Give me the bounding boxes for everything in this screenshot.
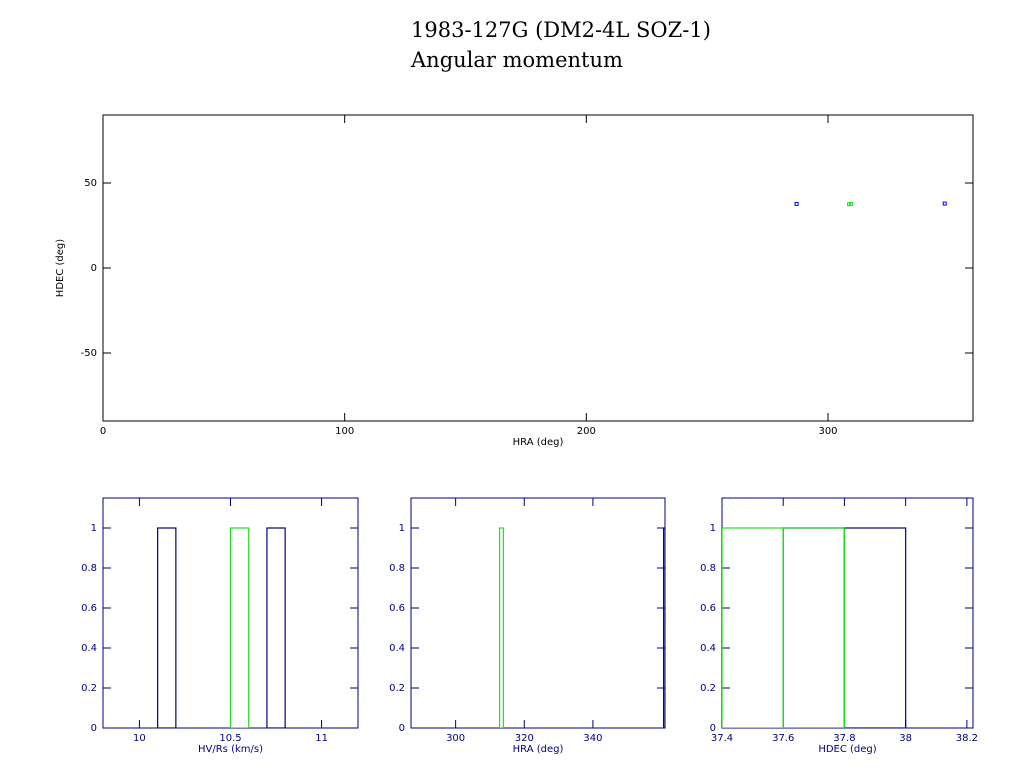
x-axis-label: HRA (deg) [513, 744, 564, 755]
chart-title: 1983-127G (DM2-4L SOZ-1) [411, 18, 711, 42]
point [848, 201, 853, 206]
y-tick-label: 0.2 [389, 683, 405, 694]
x-tick-label: 38 [899, 733, 912, 744]
hist-bar [157, 527, 177, 728]
y-tick-label: 0 [399, 723, 405, 734]
plot-area [157, 527, 286, 728]
x-tick-label: 38.2 [956, 733, 978, 744]
x-tick-label: 10 [133, 733, 146, 744]
x-tick-label: 11 [315, 733, 328, 744]
y-tick-label: 0 [91, 723, 97, 734]
hist-bar [498, 527, 504, 728]
x-tick-label: 300 [446, 733, 465, 744]
y-axis-label: HDEC (deg) [55, 239, 66, 297]
y-tick-label: 0.8 [700, 563, 716, 574]
x-axis-label: HV/Rs (km/s) [198, 744, 263, 755]
y-tick-label: 0 [710, 723, 716, 734]
point [794, 201, 799, 206]
x-tick-label: 37.8 [833, 733, 855, 744]
x-tick-label: 300 [818, 426, 837, 437]
y-tick-label: 0.6 [389, 603, 405, 614]
hist-bar [782, 527, 846, 728]
y-tick-label: 0.4 [389, 643, 405, 654]
x-tick-label: 100 [335, 426, 354, 437]
x-tick-label: 320 [515, 733, 534, 744]
plot-frame [102, 114, 974, 422]
y-tick-label: 1 [710, 523, 716, 534]
x-tick-label: 340 [583, 733, 602, 744]
x-axis-label: HRA (deg) [513, 437, 564, 448]
y-tick-label: 0.8 [389, 563, 405, 574]
y-tick-label: 1 [91, 523, 97, 534]
plot-area [794, 201, 947, 207]
point [942, 201, 947, 206]
y-tick-label: 0.4 [700, 643, 716, 654]
hist-bar [782, 527, 846, 728]
y-tick-label: 0.2 [81, 683, 97, 694]
chart-subtitle: Angular momentum [410, 48, 623, 72]
x-tick-label: 0 [100, 426, 106, 437]
x-tick-label: 10.5 [219, 733, 241, 744]
y-tick-label: 0.6 [700, 603, 716, 614]
y-tick-label: 0.2 [700, 683, 716, 694]
y-tick-label: 1 [399, 523, 405, 534]
y-tick-label: 0.6 [81, 603, 97, 614]
hist-bar [229, 527, 250, 728]
x-tick-label: 37.4 [711, 733, 733, 744]
hist-bar [843, 527, 907, 728]
y-tick-label: -50 [81, 348, 97, 359]
x-tick-label: 200 [577, 426, 596, 437]
y-tick-label: 0 [91, 263, 97, 274]
plot-frame [410, 497, 666, 729]
hist-bar [663, 527, 665, 728]
plot-frame [721, 497, 974, 729]
hist-bar [266, 527, 286, 728]
y-tick-label: 50 [84, 178, 97, 189]
x-axis-label: HDEC (deg) [818, 744, 876, 755]
y-tick-label: 0.8 [81, 563, 97, 574]
plot-area [498, 527, 665, 728]
hist-bar [722, 527, 784, 728]
plot-area [722, 527, 907, 728]
x-tick-label: 37.6 [772, 733, 794, 744]
y-tick-label: 0.4 [81, 643, 97, 654]
